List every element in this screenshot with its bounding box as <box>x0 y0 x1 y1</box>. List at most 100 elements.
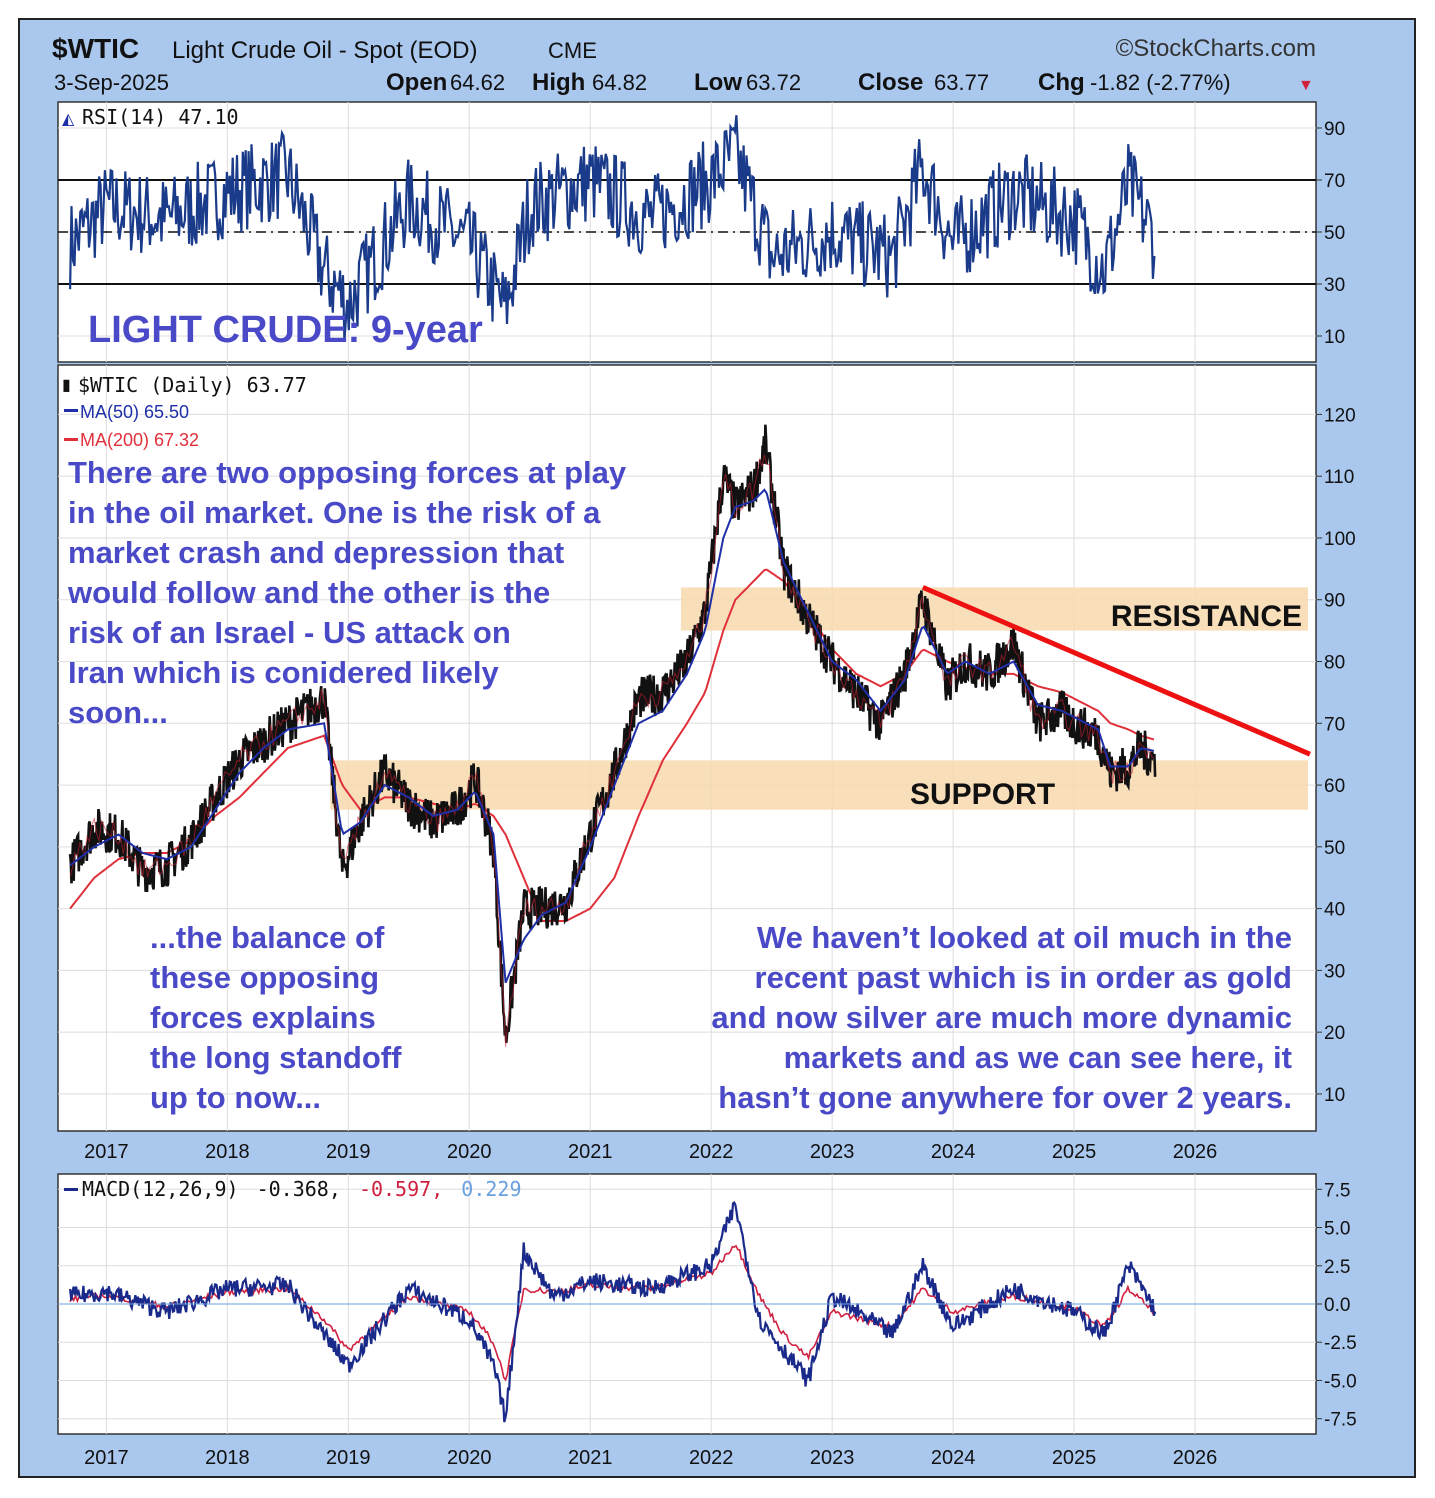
annotation-forces: There are two opposing forces at play in … <box>67 455 627 730</box>
annotation-line: hasn’t gone anywhere for over 2 years. <box>718 1080 1292 1115</box>
macd-axis-ticks: 7.5 5.0 2.5 0.0 -2.5 -5.0 -7.5 <box>1316 1180 1357 1431</box>
x-tick-label: 2022 <box>689 1447 734 1469</box>
rsi-series <box>69 115 1156 342</box>
ma50-legend-swatch <box>64 409 78 412</box>
chg-label: Chg <box>1038 69 1085 96</box>
macd-tick-label: 0.0 <box>1324 1295 1350 1316</box>
ma200-legend: MA(200) 67.32 <box>80 430 199 450</box>
macd-series <box>58 1200 1316 1423</box>
rsi-line <box>69 115 1156 342</box>
price-series <box>68 424 1157 1047</box>
price-tick-label: 30 <box>1324 961 1345 982</box>
annotation-line: market crash and depression that <box>68 535 564 570</box>
annotation-line: and now silver are much more dynamic <box>711 1000 1292 1035</box>
rsi-axis-ticks: 90 70 50 30 10 <box>1316 119 1345 348</box>
hist-legend-value: 0.229 <box>461 1177 521 1201</box>
x-tick-label: 2022 <box>689 1141 734 1163</box>
macd-legend-label: MACD(12,26,9) <box>82 1177 239 1201</box>
annotation-line: in the oil market. One is the risk of a <box>68 495 601 530</box>
macd-tick-label: -7.5 <box>1324 1410 1357 1431</box>
x-tick-label: 2024 <box>931 1141 976 1163</box>
annotation-line: We haven’t looked at oil much in the <box>757 920 1292 955</box>
price-tick-label: 90 <box>1324 591 1345 612</box>
annotation-line: risk of an Israel - US attack on <box>68 615 511 650</box>
instrument-name: Light Crude Oil - Spot (EOD) <box>172 37 477 64</box>
annotation-line: soon... <box>68 695 168 730</box>
macd-x-axis: 2017 2018 2019 2020 2021 2022 2023 2024 2025 2026 <box>84 1447 1217 1469</box>
support-resistance-bands <box>330 587 1308 810</box>
annotation-balance: ...the balance of these opposing forces ex… <box>150 920 402 1115</box>
macd-tick-label: 7.5 <box>1324 1180 1350 1201</box>
annotation-line: up to now... <box>150 1080 321 1115</box>
resistance-trendline-line <box>921 585 1311 757</box>
chart-frame: $WTIC Light Crude Oil - Spot (EOD) CME ©… <box>18 18 1416 1478</box>
stock-chart: $WTIC Light Crude Oil - Spot (EOD) CME ©… <box>52 33 1357 1469</box>
annotation-line: these opposing <box>150 960 379 995</box>
price-panel: 120 110 100 90 80 70 60 50 40 30 20 10 RESISTANCE S… <box>57 364 1356 1163</box>
macd-tick-label: -2.5 <box>1324 1333 1357 1354</box>
signal-legend-value: -0.597 <box>359 1177 431 1201</box>
price-legend-icon: ▮ <box>62 377 71 394</box>
x-tick-label: 2019 <box>326 1447 371 1469</box>
ma50-line <box>69 488 1155 984</box>
symbol: $WTIC <box>52 33 139 64</box>
x-tick-label: 2017 <box>84 1447 129 1469</box>
rsi-legend: RSI(14) 47.10 <box>82 105 239 129</box>
x-tick-label: 2020 <box>447 1141 492 1163</box>
chart-title-annotation: LIGHT CRUDE: 9-year <box>88 309 483 351</box>
macd-legend: MACD(12,26,9) -0.368, -0.597, 0.229 <box>82 1177 522 1201</box>
annotation-line: There are two opposing forces at play <box>68 455 627 490</box>
macd-panel: 7.5 5.0 2.5 0.0 -2.5 -5.0 -7.5 MACD(12,26,9) -… <box>57 1173 1357 1469</box>
macd-tick-label: 5.0 <box>1324 1219 1350 1240</box>
annotation-line: would follow and the other is the <box>67 575 550 610</box>
support-label: SUPPORT <box>910 778 1055 811</box>
macd-legend-swatch <box>64 1188 78 1191</box>
x-tick-label: 2019 <box>326 1141 371 1163</box>
x-tick-label: 2017 <box>84 1141 129 1163</box>
x-tick-label: 2021 <box>568 1141 613 1163</box>
x-tick-label: 2020 <box>447 1447 492 1469</box>
x-tick-label: 2026 <box>1173 1141 1218 1163</box>
ma200-legend-swatch <box>64 438 78 441</box>
low-value: 63.72 <box>746 70 801 95</box>
annotation-line: Iran which is conidered likely <box>68 655 499 690</box>
annotation-line: forces explains <box>150 1000 376 1035</box>
annotation-line: recent past which is in order as gold <box>755 960 1292 995</box>
price-tick-label: 10 <box>1324 1085 1345 1106</box>
x-tick-label: 2024 <box>931 1447 976 1469</box>
chart-date: 3-Sep-2025 <box>54 70 169 95</box>
macd-tick-label: -5.0 <box>1324 1371 1357 1392</box>
open-label: Open <box>386 69 447 96</box>
rsi-legend-icon: ◭ <box>62 111 75 128</box>
rsi-tick-label: 90 <box>1324 119 1345 140</box>
low-label: Low <box>694 69 742 96</box>
resistance-label: RESISTANCE <box>1111 600 1302 633</box>
high-value: 64.82 <box>592 70 647 95</box>
x-tick-label: 2023 <box>810 1447 855 1469</box>
price-tick-label: 80 <box>1324 653 1345 674</box>
resistance-trendline <box>921 585 1311 757</box>
annotation-line: ...the balance of <box>150 920 385 955</box>
price-tick-label: 50 <box>1324 838 1345 859</box>
price-axis-ticks: 120 110 100 90 80 70 60 50 40 30 20 10 <box>1316 405 1356 1106</box>
resistance-band <box>680 587 1308 631</box>
down-arrow-icon: ▼ <box>1298 77 1314 94</box>
close-value: 63.77 <box>934 70 989 95</box>
macd-tick-label: 2.5 <box>1324 1257 1350 1278</box>
macd-line <box>69 1200 1157 1423</box>
annotation-line: the long standoff <box>150 1040 402 1075</box>
price-tick-label: 60 <box>1324 776 1345 797</box>
x-tick-label: 2025 <box>1052 1141 1097 1163</box>
price-tick-label: 110 <box>1324 467 1354 488</box>
price-tick-label: 40 <box>1324 900 1345 921</box>
price-tick-label: 120 <box>1324 405 1356 426</box>
rsi-panel: 90 70 50 30 10 ◭ RSI(14) 47.10 LIGHT CRUDE: … <box>57 101 1345 363</box>
rsi-gridlines <box>58 102 1316 362</box>
high-label: High <box>532 69 585 96</box>
x-tick-label: 2018 <box>205 1447 250 1469</box>
chart-header: $WTIC Light Crude Oil - Spot (EOD) CME ©… <box>52 33 1316 96</box>
x-tick-label: 2023 <box>810 1141 855 1163</box>
macd-legend-value: -0.368 <box>257 1177 329 1201</box>
close-label: Close <box>858 69 923 96</box>
ma50-legend: MA(50) 65.50 <box>80 402 189 422</box>
